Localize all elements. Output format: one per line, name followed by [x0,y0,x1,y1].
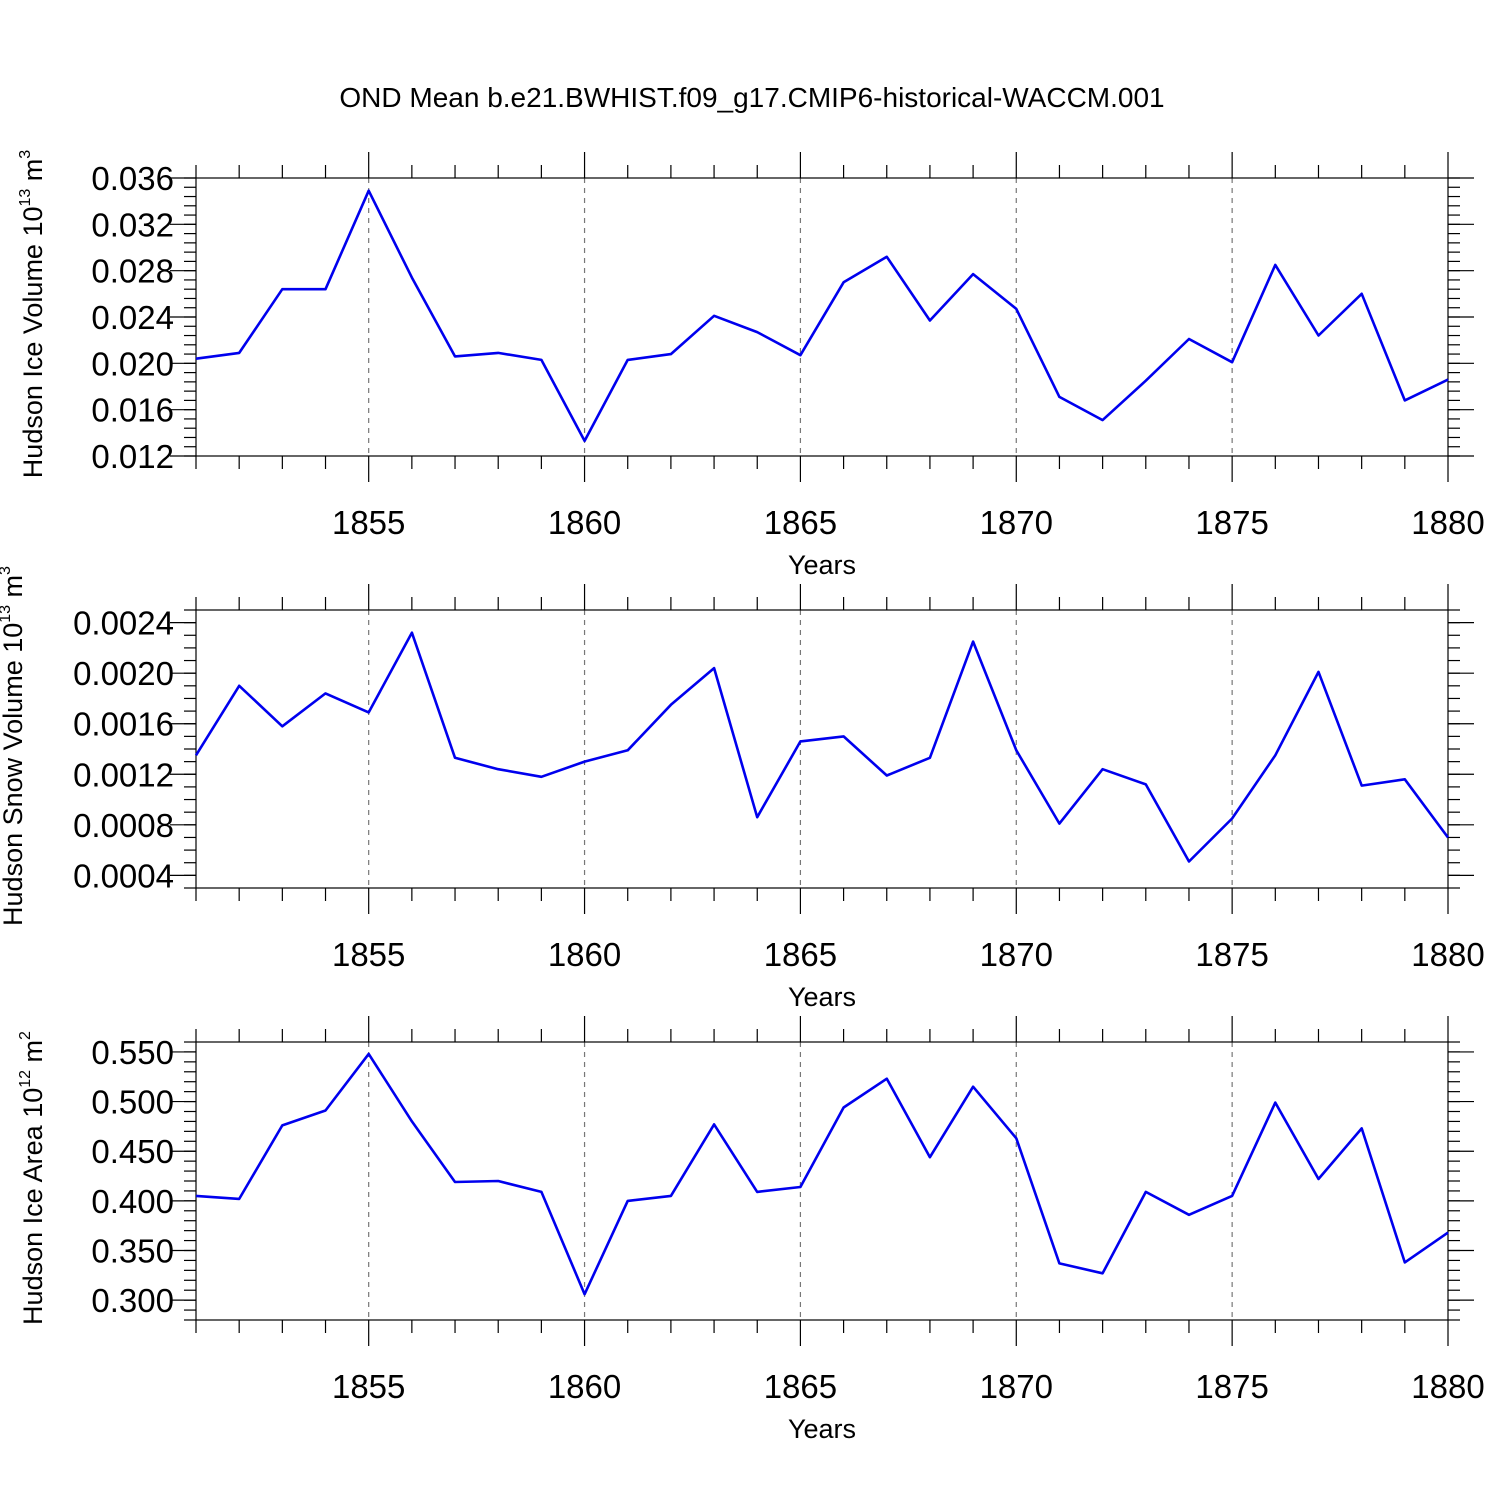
x-tick-label: 1880 [1411,1368,1484,1405]
plot-frame [195,1041,1449,1321]
y-tick-label: 0.0020 [73,655,174,692]
chart-panel-1: 0.012 0.016 0.020 0.024 0.028 0.032 0.036 1855 1… [17,150,1485,580]
x-tick-label: 1870 [980,504,1053,541]
y-axis-label: Hudson Ice Area 1012 m2 [17,1031,48,1325]
chart-panel-3: 0.300 0.350 0.400 0.450 0.500 0.550 1855 1860 18… [17,1016,1485,1444]
x-tick-label: 1860 [548,936,621,973]
y-tick-label: 0.300 [91,1282,174,1319]
x-tick-label: 1875 [1195,1368,1268,1405]
y-axis-label: Hudson Snow Volume 1013 m3 [0,566,28,926]
x-tick-label: 1865 [764,504,837,541]
y-tick-label: 0.020 [91,345,174,382]
y-tick-label: 0.0024 [73,605,174,642]
x-tick-label: 1880 [1411,504,1484,541]
y-tick-label: 0.0008 [73,807,174,844]
y-tick-label: 0.0004 [73,857,174,894]
y-tick-label: 0.036 [91,160,174,197]
y-tick-label: 0.024 [91,299,174,336]
x-tick-label: 1875 [1195,936,1268,973]
x-tick-label: 1855 [332,504,405,541]
y-tick-label: 0.016 [91,392,174,429]
series-line [195,1052,1449,1296]
figure-title: OND Mean b.e21.BWHIST.f09_g17.CMIP6-hist… [339,82,1164,113]
x-tick-label: 1875 [1195,504,1268,541]
series-line [195,189,1449,443]
x-axis-label: Years [788,1414,856,1444]
x-tick-label: 1870 [980,1368,1053,1405]
y-tick-label: 0.450 [91,1133,174,1170]
y-tick-label: 0.028 [91,253,174,290]
x-tick-label: 1860 [548,504,621,541]
x-tick-label: 1855 [332,936,405,973]
y-tick-label: 0.550 [91,1034,174,1071]
x-tick-label: 1855 [332,1368,405,1405]
chart-panel-2: 0.0004 0.0008 0.0012 0.0016 0.0020 0.0024 1855… [0,566,1485,1012]
x-tick-label: 1870 [980,936,1053,973]
x-tick-label: 1860 [548,1368,621,1405]
x-tick-label: 1865 [764,1368,837,1405]
x-tick-label: 1865 [764,936,837,973]
y-tick-label: 0.0012 [73,756,174,793]
x-axis-label: Years [788,982,856,1012]
y-tick-label: 0.400 [91,1183,174,1220]
y-tick-label: 0.032 [91,206,174,243]
y-tick-label: 0.012 [91,438,174,475]
plot-frame [195,609,1449,889]
y-tick-label: 0.0016 [73,706,174,743]
x-tick-label: 1880 [1411,936,1484,973]
x-axis-label: Years [788,550,856,580]
panels: 0.012 0.016 0.020 0.024 0.028 0.032 0.036 1855 1… [0,150,1485,1444]
y-tick-label: 0.500 [91,1084,174,1121]
y-tick-label: 0.350 [91,1233,174,1270]
y-axis-label: Hudson Ice Volume 1013 m3 [17,150,48,478]
series-line [194,631,1450,863]
